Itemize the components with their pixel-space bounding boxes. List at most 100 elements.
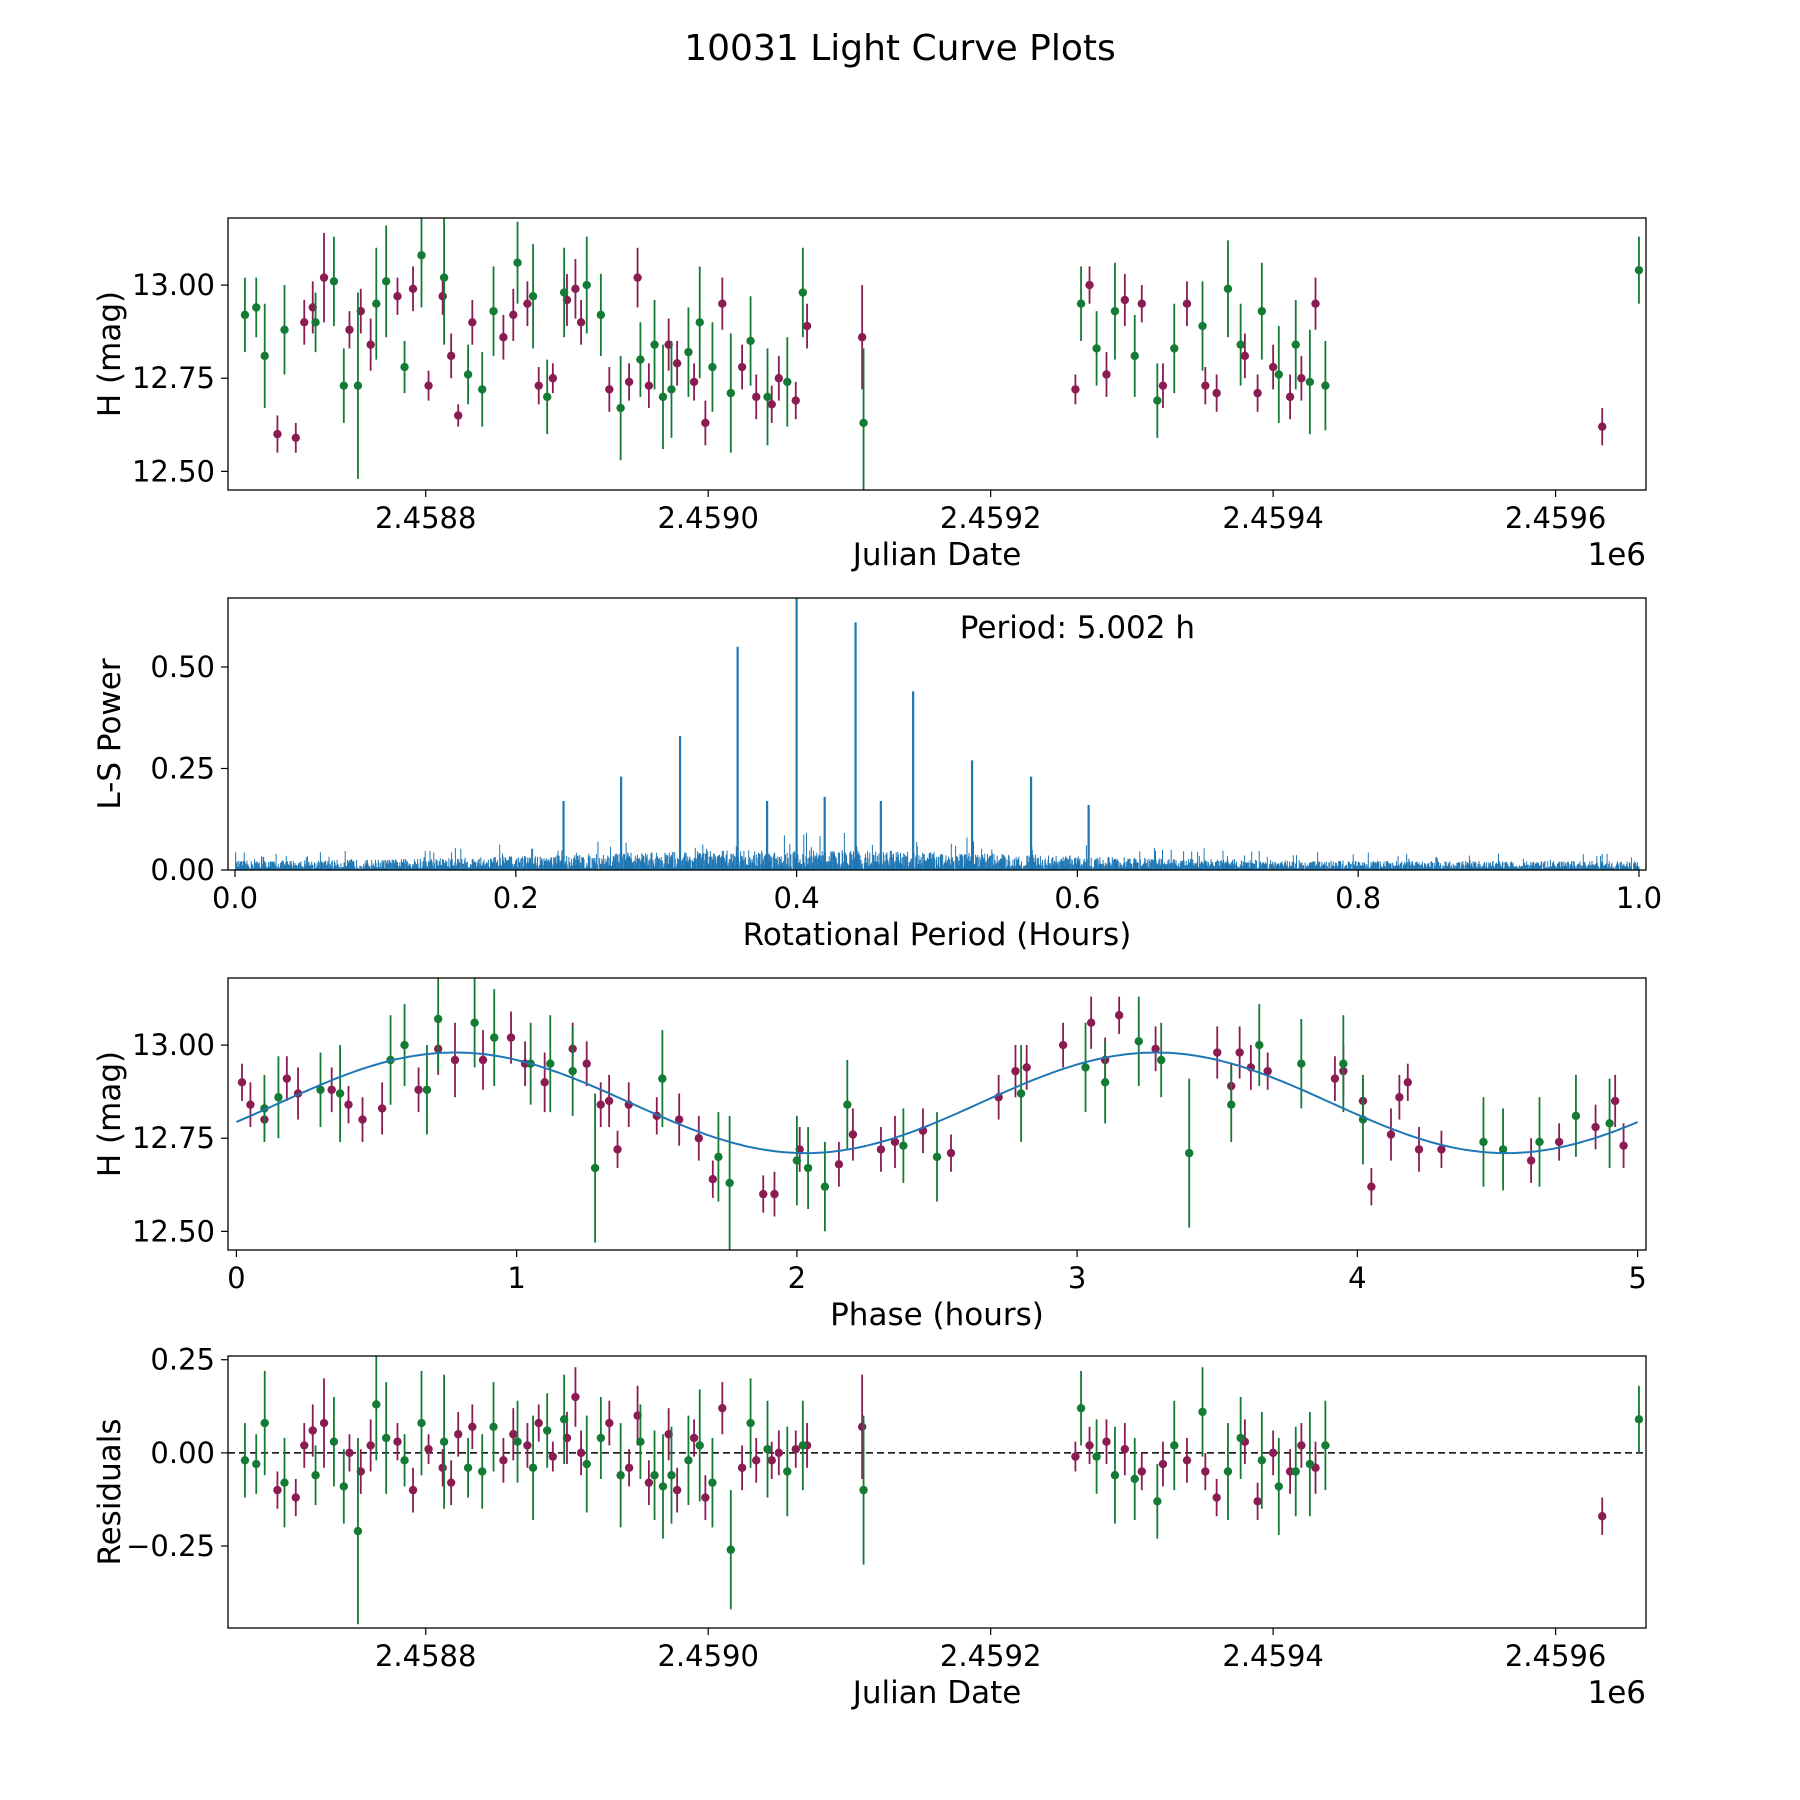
data-point (1305, 1459, 1315, 1469)
data-point (478, 385, 487, 394)
data-point (400, 1456, 409, 1465)
data-point (381, 1433, 391, 1443)
data-point (1130, 351, 1139, 361)
data-point (548, 374, 558, 383)
data-point (672, 359, 682, 368)
data-point (260, 1418, 269, 1428)
data-point (1291, 1467, 1300, 1476)
data-point (534, 381, 543, 390)
data-point (1170, 1441, 1179, 1450)
data-point (1158, 1459, 1168, 1469)
data-point (499, 1456, 508, 1465)
data-point (540, 1078, 549, 1087)
phase-folded-panel: 0 1 2 3 4 5 12.50 12.75 13.00 Phase (hours) H (mag… (92, 977, 1647, 1333)
data-point (1185, 1148, 1194, 1158)
data-point (291, 1493, 300, 1502)
x-tick-label: 0.6 (1054, 881, 1100, 915)
data-point (1201, 381, 1210, 390)
data-point (513, 258, 522, 267)
data-point (616, 403, 625, 413)
data-point (490, 1033, 499, 1042)
data-point (400, 362, 409, 372)
data-point (718, 1403, 727, 1413)
data-point (1414, 1145, 1424, 1154)
data-point (1085, 280, 1094, 290)
data-point (528, 1463, 538, 1472)
data-point (246, 1100, 255, 1109)
data-point (636, 1437, 645, 1446)
data-point (857, 1422, 867, 1431)
data-point (1120, 295, 1130, 305)
light-curve-panel: 2.4588 2.4590 2.4592 2.4594 2.4596 12.50 12.75… (92, 217, 1647, 573)
x-axis-label: Phase (hours) (830, 1297, 1044, 1333)
plot-area (236, 978, 1638, 1250)
data-point (759, 1189, 768, 1199)
data-point (300, 318, 309, 327)
data-point (689, 377, 699, 387)
data-point (590, 1163, 600, 1173)
data-point (667, 1471, 676, 1480)
data-point (604, 1096, 614, 1106)
data-point (381, 277, 391, 286)
data-point (1114, 1011, 1124, 1020)
data-point (1257, 306, 1267, 316)
x-tick-label: 0.4 (774, 881, 820, 915)
data-point (672, 1485, 682, 1495)
data-point (708, 1478, 717, 1487)
data-point (237, 1078, 247, 1087)
data-point (1339, 1059, 1348, 1068)
axes-frame (227, 217, 1647, 491)
data-point (1330, 1074, 1340, 1083)
y-axis-label: L-S Power (92, 658, 128, 809)
data-point (1151, 1044, 1160, 1053)
data-point (311, 1471, 320, 1480)
data-point (1130, 1474, 1139, 1484)
data-point (1479, 1137, 1488, 1147)
data-point (1086, 1018, 1096, 1027)
data-point (1274, 370, 1283, 379)
data-point (470, 1018, 479, 1027)
data-point (1240, 351, 1250, 361)
x-tick-label: 2.4594 (1222, 501, 1323, 535)
y-tick-label: 13.00 (132, 1028, 215, 1062)
x-tick-label: 2.4590 (657, 501, 758, 535)
data-point (433, 1014, 443, 1024)
data-point (1156, 1055, 1166, 1065)
data-point (408, 1485, 418, 1495)
data-point (339, 381, 349, 390)
data-point (1137, 1467, 1146, 1476)
data-point (282, 1074, 292, 1083)
data-point (1605, 1119, 1614, 1128)
power-spectrum (234, 832, 1640, 870)
y-tick-label: 12.75 (132, 361, 215, 395)
data-point (417, 1418, 426, 1428)
data-point (1554, 1137, 1564, 1147)
data-point (616, 1471, 625, 1480)
data-point (848, 1130, 858, 1139)
y-tick-label: 0.25 (150, 752, 215, 786)
data-point (718, 299, 727, 308)
x-tick-label: 2.4588 (375, 501, 476, 535)
figure-title: 10031 Light Curve Plots (684, 28, 1116, 69)
data-point (1153, 1497, 1162, 1506)
plot-area (240, 218, 1644, 490)
data-point (576, 1448, 586, 1458)
x-offset-text: 1e6 (1587, 537, 1646, 573)
data-point (1153, 396, 1162, 405)
data-point (327, 1085, 336, 1094)
data-point (559, 288, 569, 297)
data-point (1170, 344, 1179, 353)
data-point (802, 321, 812, 331)
data-point (280, 325, 289, 334)
data-point (1268, 362, 1278, 372)
data-point (1619, 1141, 1628, 1150)
data-point (596, 1100, 605, 1109)
data-point (438, 292, 447, 301)
data-point (1011, 1066, 1020, 1076)
data-point (576, 318, 586, 327)
data-point (1321, 1441, 1330, 1450)
data-point (571, 284, 580, 293)
data-point (1081, 1063, 1090, 1072)
data-point (439, 273, 449, 282)
data-point (1058, 1040, 1068, 1050)
